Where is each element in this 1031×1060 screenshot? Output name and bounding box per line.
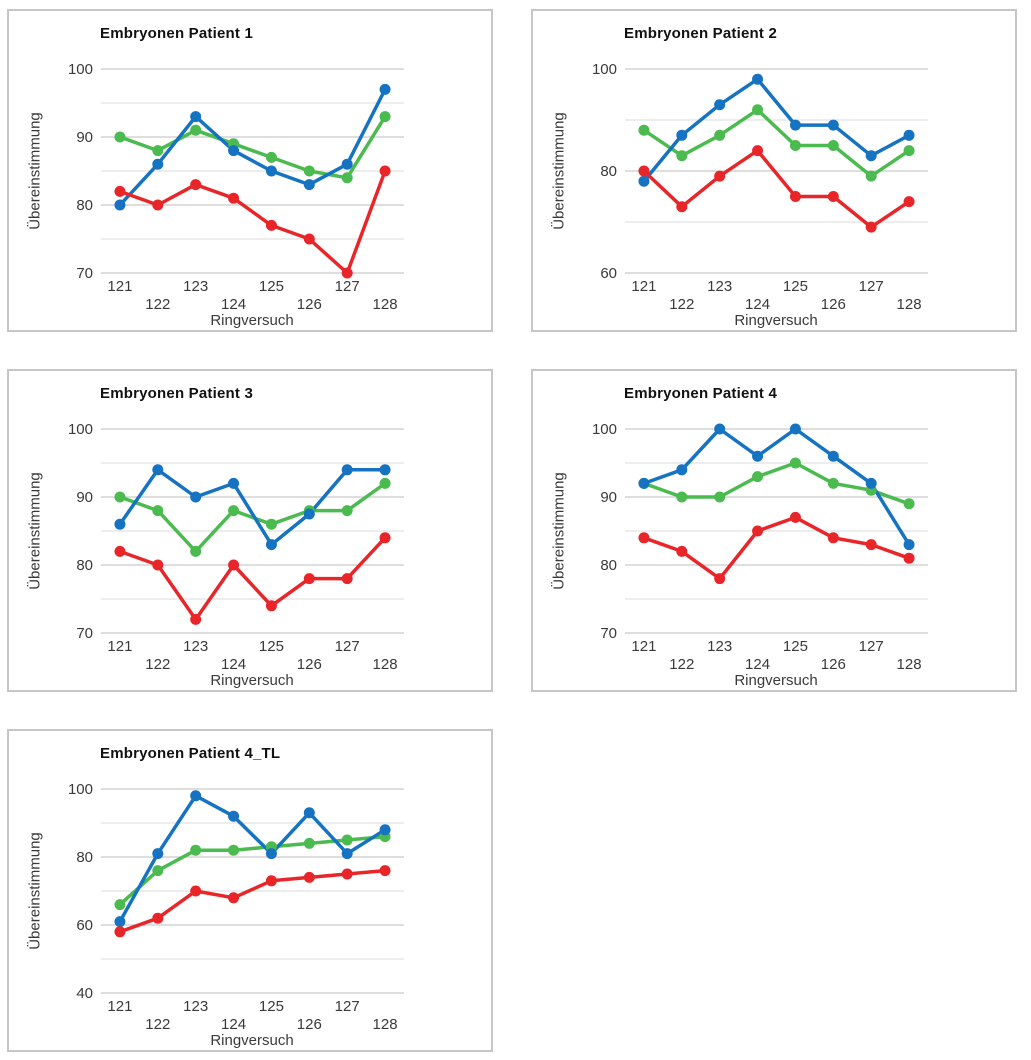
y-axis-label: Übereinstimmung xyxy=(26,112,44,230)
svg-text:80: 80 xyxy=(600,557,617,574)
y-axis-label: Übereinstimmung xyxy=(550,472,568,590)
svg-text:122: 122 xyxy=(145,1016,170,1033)
svg-text:121: 121 xyxy=(107,278,132,295)
svg-text:70: 70 xyxy=(76,625,93,642)
svg-text:90: 90 xyxy=(76,129,93,146)
chart-title: Embryonen Patient 4_TL xyxy=(100,745,281,762)
x-axis-label: Ringversuch xyxy=(210,672,294,689)
svg-text:80: 80 xyxy=(76,197,93,214)
chart-title: Embryonen Patient 1 xyxy=(100,25,254,42)
svg-text:127: 127 xyxy=(859,278,884,295)
svg-text:122: 122 xyxy=(669,296,694,313)
svg-text:90: 90 xyxy=(600,489,617,506)
svg-text:60: 60 xyxy=(600,265,617,282)
svg-text:121: 121 xyxy=(631,278,656,295)
svg-text:126: 126 xyxy=(297,656,322,673)
svg-text:127: 127 xyxy=(335,998,360,1015)
line-chart-svg: 40 60 80 100 121 122 123 124 125 126 127 128 xyxy=(68,781,404,1033)
svg-text:121: 121 xyxy=(631,638,656,655)
svg-text:128: 128 xyxy=(897,296,922,313)
svg-text:126: 126 xyxy=(297,1016,322,1033)
line-chart-svg: 70 80 90 100 121 122 123 124 125 126 127 128 xyxy=(592,421,928,673)
chart-panel-patient-4: 70 80 90 100 121 122 123 124 125 126 127 128 Embryo… xyxy=(531,369,1017,692)
chart-panel-patient-4-tl: 40 60 80 100 121 122 123 124 125 126 127 128 Embryo… xyxy=(7,729,493,1052)
x-axis-label: Ringversuch xyxy=(210,312,294,329)
svg-text:100: 100 xyxy=(68,61,93,78)
chart-title: Embryonen Patient 3 xyxy=(100,385,254,402)
svg-text:70: 70 xyxy=(600,625,617,642)
line-chart-svg: 70 80 90 100 121 122 123 124 125 126 127 128 xyxy=(68,61,404,313)
svg-text:123: 123 xyxy=(183,278,208,295)
x-axis-label: Ringversuch xyxy=(210,1032,294,1049)
svg-text:124: 124 xyxy=(221,1016,246,1033)
svg-text:90: 90 xyxy=(76,489,93,506)
y-axis-label: Übereinstimmung xyxy=(26,472,44,590)
svg-text:122: 122 xyxy=(145,656,170,673)
svg-text:125: 125 xyxy=(259,278,284,295)
svg-text:123: 123 xyxy=(183,998,208,1015)
svg-text:121: 121 xyxy=(107,638,132,655)
chart-title: Embryonen Patient 4 xyxy=(624,385,778,402)
svg-text:126: 126 xyxy=(297,296,322,313)
svg-text:127: 127 xyxy=(859,638,884,655)
svg-text:127: 127 xyxy=(335,278,360,295)
svg-text:123: 123 xyxy=(707,638,732,655)
svg-text:126: 126 xyxy=(821,296,846,313)
y-axis-label: Übereinstimmung xyxy=(550,112,568,230)
chart-panel-patient-2: 60 80 100 121 122 123 124 125 126 127 128 Embryone… xyxy=(531,9,1017,332)
svg-text:128: 128 xyxy=(897,656,922,673)
svg-text:121: 121 xyxy=(107,998,132,1015)
svg-text:127: 127 xyxy=(335,638,360,655)
line-chart-svg: 70 80 90 100 121 122 123 124 125 126 127 128 xyxy=(68,421,404,673)
svg-text:80: 80 xyxy=(76,557,93,574)
x-axis-label: Ringversuch xyxy=(734,672,818,689)
svg-text:124: 124 xyxy=(745,656,770,673)
svg-text:122: 122 xyxy=(669,656,694,673)
svg-text:60: 60 xyxy=(76,917,93,934)
svg-text:122: 122 xyxy=(145,296,170,313)
svg-text:125: 125 xyxy=(783,638,808,655)
svg-text:100: 100 xyxy=(592,61,617,78)
svg-text:123: 123 xyxy=(183,638,208,655)
line-chart-svg: 60 80 100 121 122 123 124 125 126 127 128 xyxy=(592,61,928,313)
svg-text:128: 128 xyxy=(373,656,398,673)
svg-text:80: 80 xyxy=(600,163,617,180)
svg-text:124: 124 xyxy=(221,296,246,313)
svg-text:126: 126 xyxy=(821,656,846,673)
svg-text:125: 125 xyxy=(783,278,808,295)
svg-text:40: 40 xyxy=(76,985,93,1002)
svg-text:125: 125 xyxy=(259,638,284,655)
y-axis-label: Übereinstimmung xyxy=(26,832,44,950)
svg-text:100: 100 xyxy=(68,421,93,438)
chart-panel-patient-1: 70 80 90 100 121 122 123 124 125 126 127 128 Embryo… xyxy=(7,9,493,332)
svg-text:80: 80 xyxy=(76,849,93,866)
svg-text:128: 128 xyxy=(373,1016,398,1033)
svg-text:70: 70 xyxy=(76,265,93,282)
svg-text:125: 125 xyxy=(259,998,284,1015)
chart-title: Embryonen Patient 2 xyxy=(624,25,778,42)
svg-text:100: 100 xyxy=(592,421,617,438)
svg-text:124: 124 xyxy=(221,656,246,673)
chart-panel-patient-3: 70 80 90 100 121 122 123 124 125 126 127 128 Embryo… xyxy=(7,369,493,692)
svg-text:124: 124 xyxy=(745,296,770,313)
x-axis-label: Ringversuch xyxy=(734,312,818,329)
svg-text:128: 128 xyxy=(373,296,398,313)
svg-text:100: 100 xyxy=(68,781,93,798)
svg-text:123: 123 xyxy=(707,278,732,295)
